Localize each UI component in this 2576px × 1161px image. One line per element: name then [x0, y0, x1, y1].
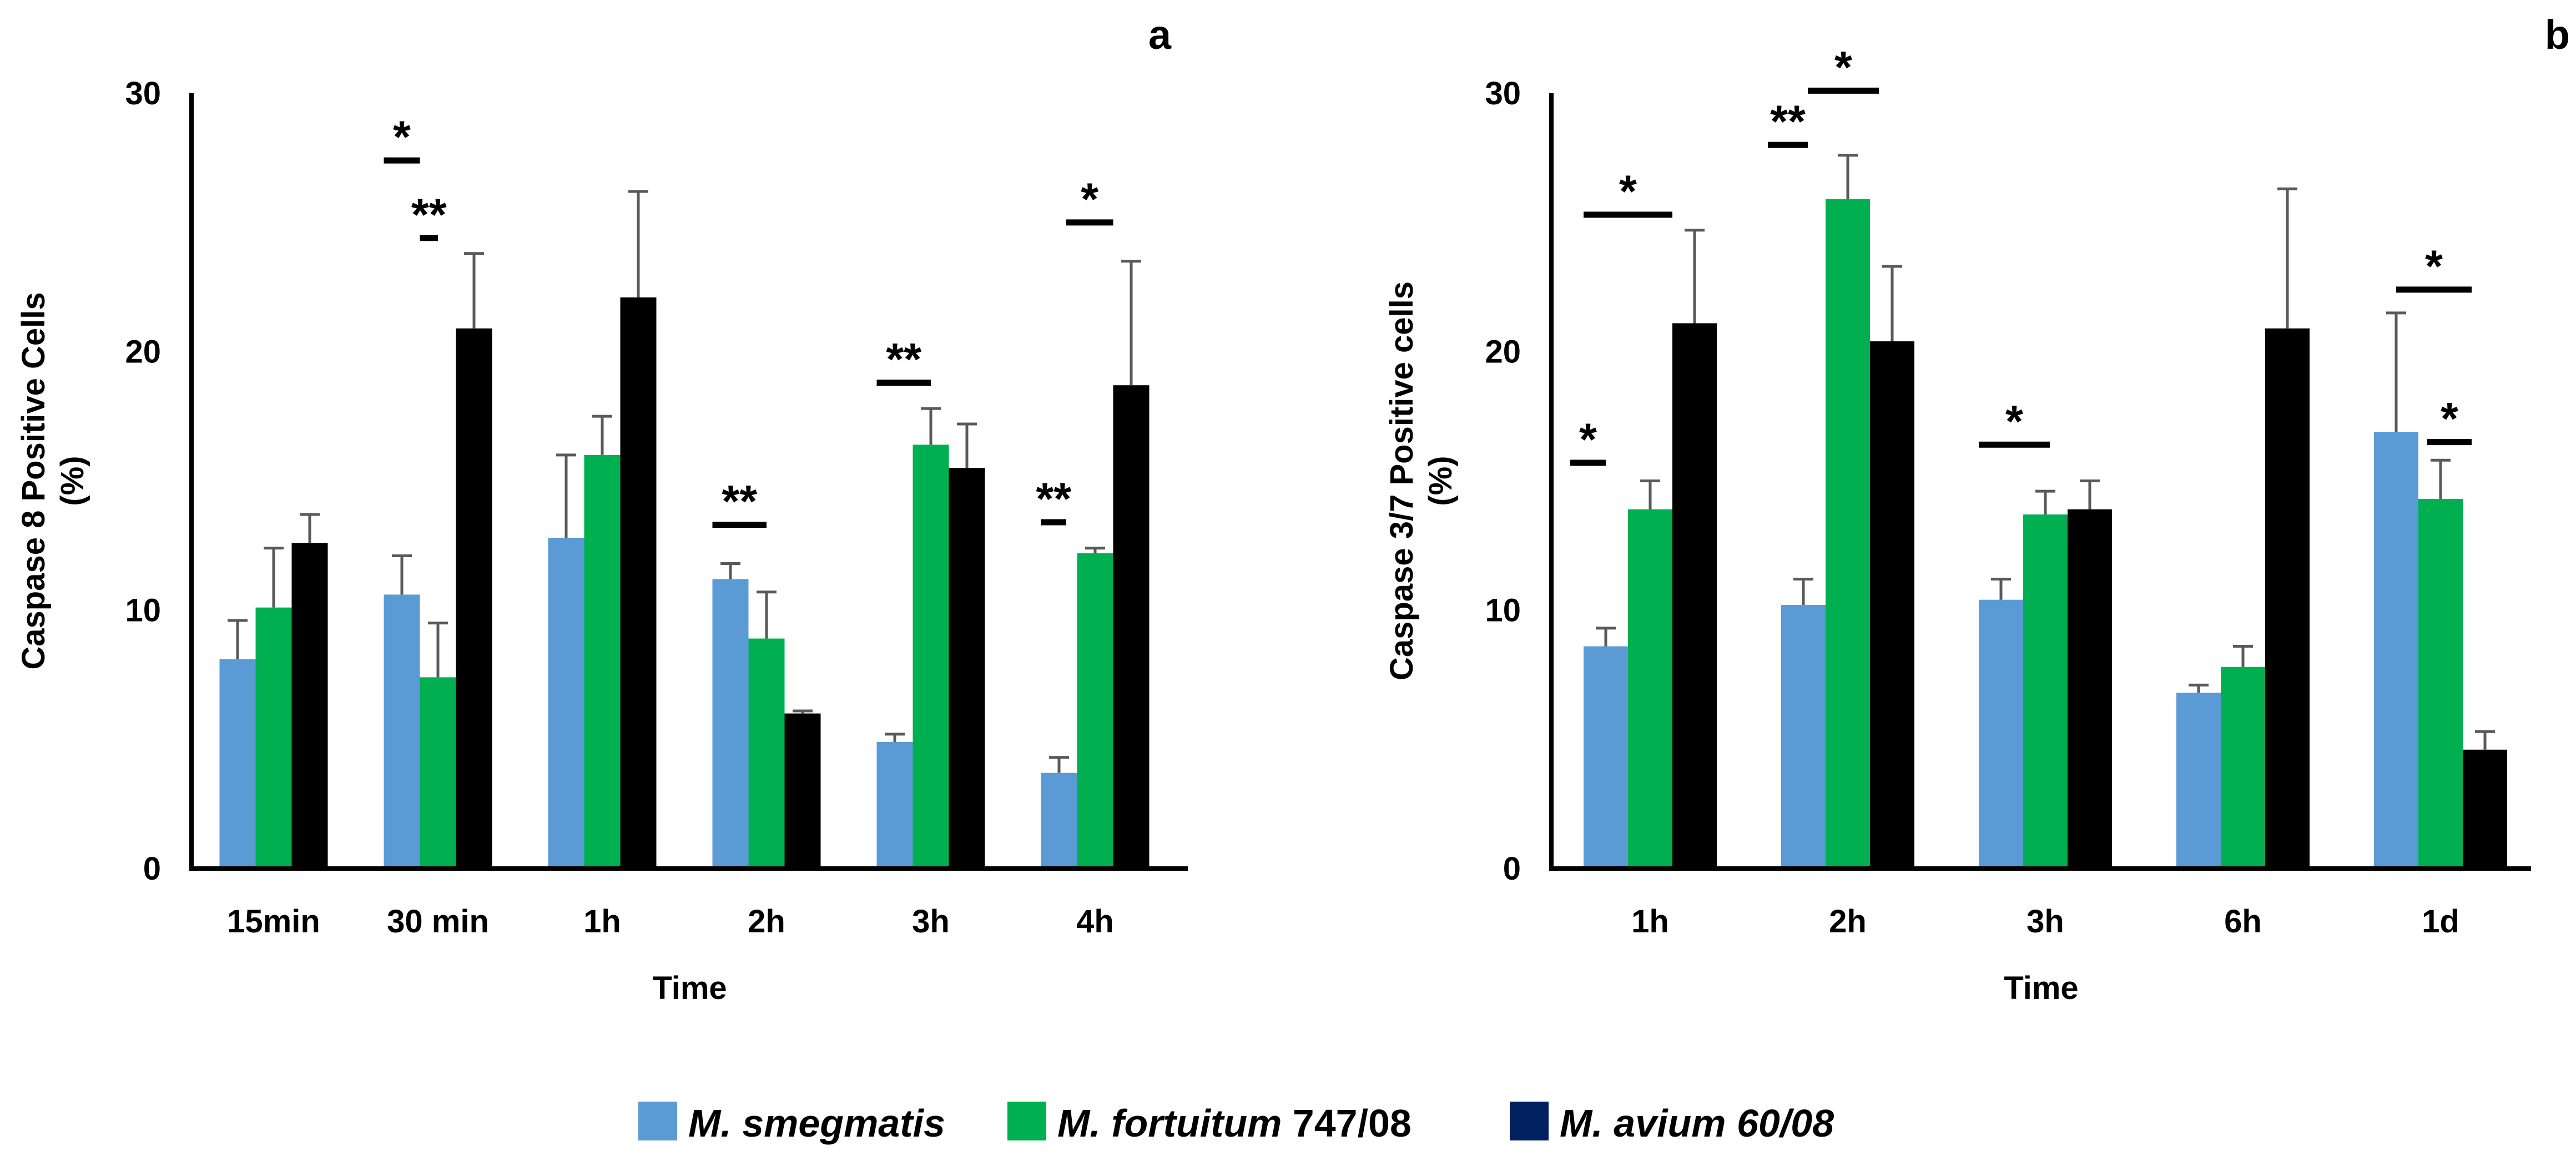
significance-label: **	[1770, 97, 1806, 147]
bar	[2374, 432, 2418, 869]
bar	[2221, 667, 2265, 869]
bar	[584, 455, 621, 869]
legend-swatch	[1510, 1102, 1549, 1140]
y-tick-label: 30	[1485, 75, 1521, 112]
legend-label-italic: M. smegmatis	[688, 1102, 945, 1145]
bar	[876, 741, 913, 869]
significance-label: **	[411, 190, 447, 240]
bar	[2176, 693, 2221, 869]
y-tick-label: 20	[1485, 334, 1521, 370]
bar	[255, 607, 292, 869]
panel-letter: b	[2545, 12, 2570, 58]
legend-label-plain: 747/08	[1282, 1102, 1411, 1145]
legend-label: M. avium 60/08	[1560, 1102, 1834, 1145]
bar	[2418, 499, 2463, 869]
bar	[291, 543, 328, 869]
x-tick-label: 4h	[1076, 903, 1114, 940]
bar	[712, 579, 749, 869]
bar	[913, 445, 949, 869]
bar	[2023, 514, 2068, 869]
bar	[784, 713, 821, 869]
bar	[1041, 773, 1077, 869]
significance-label: *	[1081, 174, 1098, 225]
bar	[1781, 605, 1826, 869]
x-tick-label: 1h	[1631, 903, 1669, 940]
y-axis-title-unit: (%)	[1423, 456, 1459, 506]
significance-label: *	[2005, 396, 2023, 447]
significance-label: **	[1036, 474, 1071, 524]
significance-label: *	[1834, 42, 1852, 93]
x-tick-label: 1h	[583, 903, 621, 940]
x-tick-label: 2h	[748, 903, 785, 940]
y-axis-title-unit: (%)	[54, 456, 90, 506]
bar	[620, 297, 657, 869]
bar	[1870, 341, 1914, 869]
significance-label: *	[2425, 241, 2443, 292]
significance-label: **	[722, 477, 757, 527]
y-tick-label: 10	[1485, 592, 1521, 628]
bar	[456, 328, 492, 869]
bar	[420, 677, 456, 869]
legend-label-italic: M. avium 60/08	[1560, 1102, 1834, 1145]
x-tick-label: 3h	[2026, 903, 2064, 940]
significance-label: *	[2441, 394, 2458, 445]
bar	[2068, 509, 2112, 869]
bar	[1672, 323, 1717, 869]
bar	[2463, 749, 2507, 869]
legend-label: M. smegmatis	[688, 1102, 945, 1145]
y-tick-label: 0	[143, 851, 161, 887]
significance-label: *	[393, 112, 411, 163]
bar	[949, 468, 985, 869]
legend: M. smegmatis M. fortuitum 747/08 M. avium …	[638, 1102, 1834, 1145]
bar	[1979, 599, 2023, 869]
x-axis-title: Time	[2004, 970, 2078, 1006]
x-tick-label: 6h	[2224, 903, 2262, 940]
bar	[748, 638, 785, 869]
y-tick-label: 30	[125, 75, 161, 112]
y-axis-title: Caspase 8 Positive Cells	[16, 292, 52, 669]
bar	[219, 659, 256, 869]
panel-a-chart: a 0 10 20 30 Caspase 8 Positive Cells (%) 15min…	[16, 12, 1188, 1006]
bar	[1584, 646, 1628, 869]
significance-label: *	[1579, 415, 1597, 465]
x-tick-label: 15min	[227, 903, 320, 940]
y-tick-label: 0	[1503, 851, 1521, 887]
legend-swatch	[638, 1102, 677, 1140]
legend-label-italic: M. fortuitum	[1057, 1102, 1282, 1145]
y-axis-title: Caspase 3/7 Positive cells	[1384, 281, 1420, 680]
x-tick-label: 1d	[2422, 903, 2459, 940]
x-tick-label: 3h	[912, 903, 950, 940]
bar	[1826, 199, 1870, 869]
bar	[548, 537, 584, 869]
bar	[1077, 553, 1113, 869]
significance-label: **	[886, 335, 921, 385]
panel-b-chart: b 0 10 20 30 Caspase 3/7 Positive cells (%) 1h 2…	[1384, 12, 2570, 1006]
x-tick-label: 30 min	[387, 903, 489, 940]
y-tick-label: 10	[125, 592, 161, 628]
bar	[1113, 385, 1150, 869]
bar	[384, 594, 420, 869]
legend-swatch	[1007, 1102, 1046, 1140]
significance-label: *	[1619, 166, 1637, 217]
bar	[2265, 328, 2310, 869]
legend-label: M. fortuitum 747/08	[1057, 1102, 1411, 1145]
y-tick-label: 20	[125, 334, 161, 370]
x-tick-label: 2h	[1829, 903, 1867, 940]
panel-letter: a	[1148, 12, 1172, 58]
x-axis-title: Time	[652, 970, 727, 1006]
bar	[1628, 509, 1672, 869]
